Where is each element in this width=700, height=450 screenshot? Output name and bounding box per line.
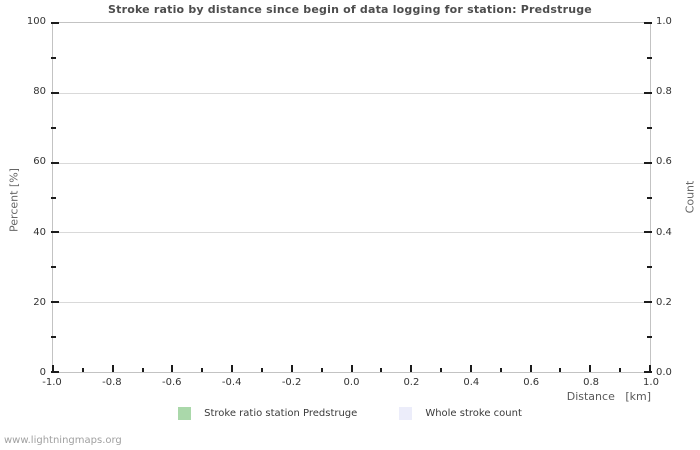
x-axis-tick [499, 368, 502, 372]
x-axis-tick-label: -1.0 [42, 377, 62, 388]
y-axis-tick-left [51, 371, 59, 373]
x-axis-tick [649, 365, 651, 372]
y-axis-title-left: Percent [%] [7, 168, 21, 232]
legend-label-stroke-ratio: Stroke ratio station Predstruge [204, 408, 358, 419]
x-axis-tick [52, 365, 54, 372]
y-axis-tick-label-left: 60 [33, 156, 46, 168]
y-axis-tick-label-right: 0.6 [656, 156, 672, 168]
y-axis-tick-left [51, 196, 56, 199]
y-axis-tick-right [644, 301, 652, 304]
legend-swatch-stroke-ratio [178, 407, 192, 420]
y-axis-tick-left [51, 266, 56, 269]
legend-item-stroke-ratio: Stroke ratio station Predstruge [178, 407, 357, 420]
chart-title: Stroke ratio by distance since begin of … [108, 3, 592, 16]
x-axis-tick-label: 0.4 [463, 377, 480, 388]
x-axis-tick-label: 0.8 [583, 377, 600, 388]
x-axis-tick [231, 365, 234, 372]
x-axis-title: Distance [km] [566, 390, 651, 403]
x-axis-tick [320, 368, 323, 372]
x-axis-tick-label: -0.4 [221, 377, 242, 388]
x-axis-tick [440, 368, 443, 372]
y-axis-tick-right [644, 161, 652, 164]
y-axis-tick-label-left: 20 [33, 296, 46, 308]
x-axis-tick [529, 365, 532, 372]
y-axis-tick-label-left: 80 [33, 86, 46, 98]
legend-swatch-whole-stroke-count [399, 407, 413, 420]
x-axis-tick [559, 368, 562, 372]
y-axis-tick-right [647, 126, 652, 129]
gridline [53, 302, 650, 304]
y-axis-tick-label-left: 100 [26, 16, 46, 27]
x-axis-tick [201, 368, 204, 372]
y-axis-tick-label-left: 40 [33, 226, 46, 238]
y-axis-tick-label-right: 0.8 [656, 86, 672, 98]
gridline [53, 232, 650, 234]
x-axis-tick [410, 365, 413, 372]
legend: Stroke ratio station Predstruge Whole st… [0, 407, 700, 420]
x-axis-tick [81, 368, 84, 372]
y-axis-tick-label-right: 0.2 [656, 296, 672, 308]
y-axis-tick-left [51, 56, 56, 59]
legend-item-whole-stroke-count: Whole stroke count [399, 407, 522, 420]
x-axis-tick [589, 365, 592, 372]
y-axis-tick-right [644, 231, 652, 234]
x-axis-tick-label: 0.0 [343, 377, 360, 388]
x-axis-tick [350, 365, 353, 372]
watermark: www.lightningmaps.org [4, 435, 122, 446]
y-axis-tick-right [647, 266, 652, 269]
x-axis-tick [141, 368, 144, 372]
legend-label-whole-stroke-count: Whole stroke count [425, 408, 522, 419]
y-axis-tick-right [644, 22, 652, 24]
y-axis-tick-right [647, 56, 652, 59]
y-axis-tick-label-right: 0.4 [656, 226, 672, 238]
x-axis-tick-label: -0.2 [281, 377, 302, 388]
x-axis-tick-label: -0.8 [102, 377, 122, 388]
x-axis-tick [171, 365, 174, 372]
y-axis-tick-right [644, 91, 652, 94]
y-axis-tick-left [51, 161, 59, 164]
y-axis-tick-label-right: 0.0 [656, 367, 672, 378]
x-axis-tick [260, 368, 263, 372]
x-axis-tick-label: 1.0 [643, 377, 659, 388]
y-axis-tick-left [51, 336, 56, 339]
y-axis-title-right: Count [683, 180, 697, 214]
y-axis-tick-left [51, 231, 59, 234]
gridline [53, 92, 650, 94]
x-axis-tick-label: 0.2 [403, 377, 420, 388]
x-axis-tick [469, 365, 472, 372]
y-axis-tick-right [647, 336, 652, 339]
x-axis-tick [290, 365, 293, 372]
x-axis-tick [111, 365, 114, 372]
y-axis-tick-left [51, 91, 59, 94]
plot-area [51, 22, 652, 373]
y-axis-tick-label-right: 1.0 [656, 16, 672, 27]
y-axis-tick-right [644, 371, 652, 373]
y-axis-tick-left [51, 126, 56, 129]
x-axis-tick-label: 0.6 [523, 377, 540, 388]
y-axis-tick-label-left: 0 [39, 367, 46, 378]
y-axis-tick-left [51, 22, 59, 24]
x-axis-tick [619, 368, 622, 372]
gridline [53, 162, 650, 164]
y-axis-tick-right [647, 196, 652, 199]
y-axis-tick-left [51, 301, 59, 304]
x-axis-tick [380, 368, 383, 372]
x-axis-tick-label: -0.6 [162, 377, 182, 388]
